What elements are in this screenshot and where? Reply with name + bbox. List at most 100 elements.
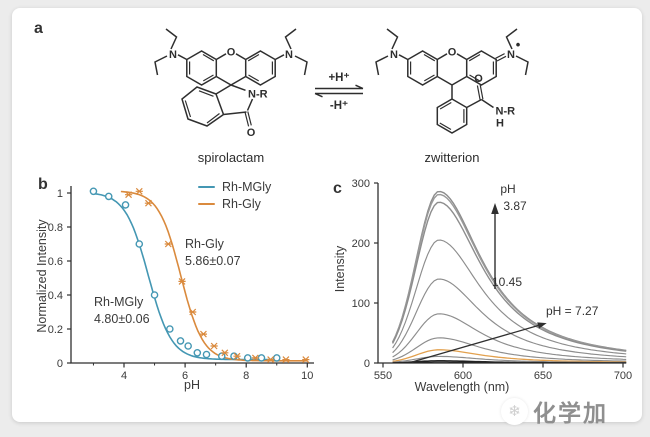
c-x-tick-label: 600 — [454, 370, 472, 382]
ph-highlight-arrow — [411, 324, 541, 363]
snowflake-glyph: ❄ — [508, 403, 521, 420]
c-y-axis-title: Intensity — [333, 245, 347, 293]
watermark-text: 化学加 — [533, 400, 608, 426]
c-y-tick-label: 100 — [352, 298, 370, 310]
b-data-point-Rh-MGly — [166, 325, 174, 333]
b-y-tick-label: 0.4 — [48, 290, 63, 302]
annotation-line: 4.80±0.06 — [94, 312, 150, 326]
b-data-point-Rh-Gly — [210, 342, 218, 350]
b-data-point-Rh-MGly — [257, 354, 266, 362]
b-y-tick-label: 0.8 — [48, 222, 63, 234]
rh-mgly-line-swatch — [198, 185, 215, 189]
b-axes — [70, 186, 314, 364]
zwitterion-carbonyl-oxygen: O — [474, 73, 483, 85]
b-data-point-Rh-MGly — [193, 348, 202, 357]
b-legend-item-rh-mgly: Rh-MGly — [198, 180, 271, 194]
panel-b-label: b — [38, 176, 48, 193]
panel-c-label: c — [333, 180, 342, 197]
b-data-point-Rh-MGly — [150, 291, 159, 299]
rh-mgly-pka-annotation: Rh-MGly 4.80±0.06 — [94, 294, 150, 328]
b-data-point-Rh-Gly — [221, 349, 229, 357]
b-data-point-Rh-Gly — [144, 199, 153, 207]
b-data-point-Rh-MGly — [89, 187, 98, 196]
zwitterion-double-bonds — [410, 53, 507, 131]
b-data-point-Rh-MGly — [272, 354, 281, 362]
c-x-tick-label: 550 — [374, 370, 392, 382]
b-data-point-Rh-MGly — [176, 337, 185, 345]
b-data-point-Rh-MGly — [121, 201, 130, 209]
b-data-point-Rh-Gly — [233, 352, 241, 360]
zwitterion-bonds — [375, 28, 529, 134]
c-x-tick-label: 650 — [534, 370, 552, 382]
c-spectrum-curve-highlight — [392, 349, 627, 363]
c-x-axis-title: Wavelength (nm) — [414, 380, 510, 394]
spirolactam-nitrogen-left: N — [169, 49, 177, 61]
ph-titration-chart: 0 0.2 0.4 0.6 0.8 1 4 6 8 10 — [48, 186, 314, 382]
ph-arrow-title: pH — [500, 182, 516, 196]
c-y-tick-label: 300 — [352, 178, 370, 190]
spirolactam-bonds — [154, 28, 308, 127]
c-spectrum-curve-6 — [392, 337, 627, 362]
b-data-point-Rh-MGly — [104, 192, 113, 201]
c-spectrum-curve-1 — [391, 193, 627, 352]
zwitterion-nitrogen-left: N — [390, 49, 398, 61]
spirolactam-amide-label: N-R — [248, 89, 268, 101]
b-data-point-Rh-Gly — [282, 356, 290, 364]
b-data-point-Rh-MGly — [184, 342, 192, 350]
c-x-tick-label: 700 — [614, 370, 632, 382]
c-spectrum-curve-3 — [392, 239, 627, 355]
panel-b: 0 0.2 0.4 0.6 0.8 1 4 6 8 10 Normalized Intensity… — [30, 174, 332, 420]
b-data-point-Rh-Gly — [189, 308, 197, 316]
zwitterion-amide-label: N-R — [496, 106, 516, 118]
spirolactam-double-bonds — [184, 53, 273, 127]
ph-highlight-label: pH = 7.27 — [546, 304, 599, 318]
zwitterion-oxygen-bridge: O — [448, 47, 457, 59]
b-legend-label: Rh-MGly — [222, 180, 272, 194]
ph-bottom-value: 10.45 — [491, 275, 523, 289]
rh-gly-line-swatch — [198, 202, 215, 206]
zwitterion-structure: O N N • O N-R H — [375, 28, 529, 134]
spirolactam-structure: O N N N-R O — [154, 28, 308, 139]
annotation-line: Rh-Gly — [185, 237, 224, 251]
b-x-tick-label: 8 — [243, 370, 249, 382]
b-y-tick-label: 0.6 — [48, 256, 63, 268]
zwitterion-charge-dot: • — [516, 37, 521, 52]
spirolactam-caption: spirolactam — [197, 150, 265, 165]
b-data-point-Rh-Gly — [251, 354, 259, 362]
watermark: ❄ 化学加 — [501, 394, 608, 428]
b-data-point-Rh-Gly — [178, 277, 186, 285]
b-y-tick-label: 1 — [57, 188, 63, 200]
rh-gly-pka-annotation: Rh-Gly 5.86±0.07 — [185, 236, 241, 270]
c-spectrum-curve-5 — [392, 313, 627, 360]
b-x-tick-label: 4 — [121, 370, 127, 382]
b-legend-label: Rh-Gly — [222, 197, 261, 211]
snowflake-logo-icon: ❄ — [501, 397, 528, 425]
b-data-point-Rh-Gly — [302, 356, 310, 364]
b-data-point-Rh-Gly — [199, 330, 208, 338]
zwitterion-amide-h: H — [496, 118, 504, 130]
b-x-tick-label: 6 — [182, 370, 188, 382]
ph-highlight-arrowhead — [537, 322, 547, 329]
b-legend-item-rh-gly: Rh-Gly — [198, 197, 271, 211]
spirolactam-nitrogen-right: N — [285, 49, 293, 61]
spirolactam-oxygen-bridge: O — [227, 47, 236, 59]
b-fit-curve-Rh-MGly — [92, 192, 279, 361]
panel-c: 0 100 200 300 550 600 650 700 Intensity Wavelen… — [332, 174, 648, 420]
c-y-tick-label: 0 — [364, 358, 370, 370]
b-legend: Rh-MGly Rh-Gly — [198, 180, 271, 211]
equilibrium-arrows: +H⁺ -H⁺ — [308, 70, 370, 112]
b-data-point-Rh-MGly — [135, 240, 144, 248]
c-spectrum-curve-4 — [392, 278, 627, 358]
b-y-axis-title: Normalized Intensity — [35, 219, 49, 333]
equilibrium-forward-label: +H⁺ — [328, 72, 350, 84]
b-data-point-Rh-Gly — [124, 191, 133, 199]
b-data-point-Rh-Gly — [267, 356, 275, 364]
b-x-tick-label: 10 — [301, 370, 313, 382]
annotation-line: 5.86±0.07 — [185, 254, 241, 268]
annotation-line: Rh-MGly — [94, 295, 144, 309]
equilibrium-reverse-label: -H⁺ — [329, 100, 349, 112]
zwitterion-nitrogen-right: N — [507, 49, 515, 61]
spirolactam-carbonyl-oxygen: O — [247, 127, 256, 139]
b-y-tick-label: 0 — [57, 358, 63, 370]
